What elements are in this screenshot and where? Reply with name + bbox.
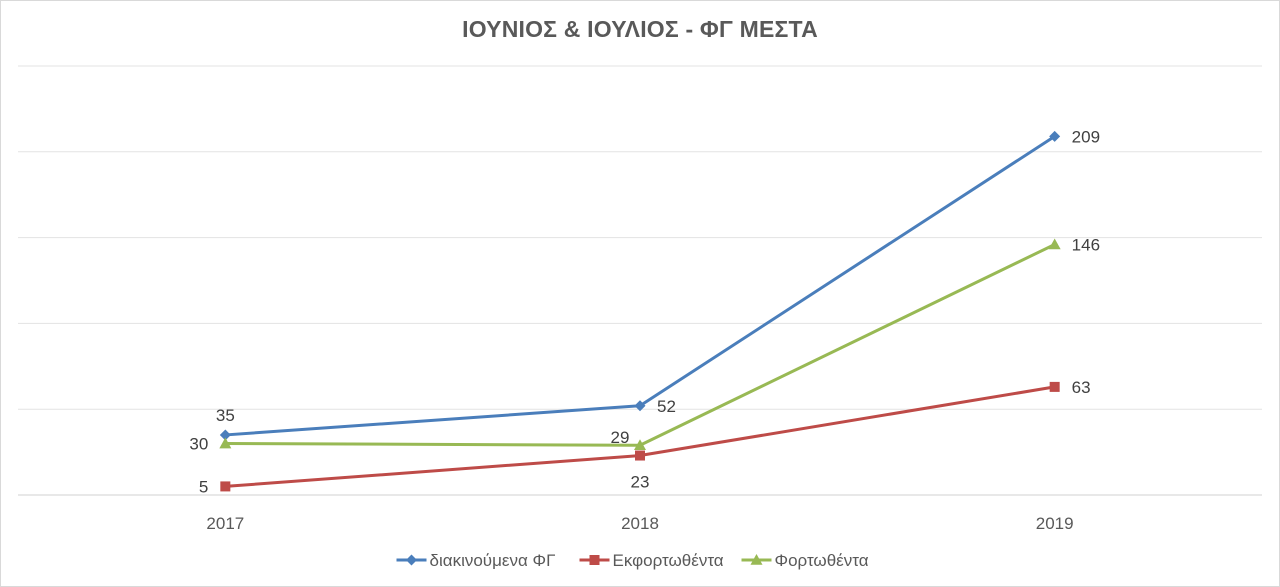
- legend-item[interactable]: διακινούμενα ΦΓ: [396, 551, 556, 570]
- data-label: 35: [216, 406, 235, 425]
- data-label: 146: [1072, 235, 1100, 254]
- diamond-marker: [1049, 130, 1061, 142]
- legend-label: Φορτωθέντα: [775, 551, 869, 570]
- data-label: 209: [1072, 127, 1100, 146]
- series-line: [225, 135, 1056, 437]
- legend-item[interactable]: Εκφορτωθέντα: [579, 551, 724, 570]
- legend-item[interactable]: Φορτωθέντα: [741, 551, 869, 570]
- triangle-marker: [1048, 238, 1061, 250]
- data-label: 63: [1072, 378, 1091, 397]
- series-1: [219, 130, 1061, 441]
- chart-title: ΙΟΥΝΙΟΣ & ΙΟΥΛΙΟΣ - ΦΓ ΜΕΣΤΑ: [462, 16, 818, 42]
- series-3: [219, 238, 1061, 451]
- x-tick-label: 2019: [1036, 514, 1074, 533]
- data-label: 30: [189, 435, 208, 454]
- series-line: [225, 243, 1056, 447]
- square-marker: [635, 450, 645, 461]
- triangle-marker: [219, 437, 232, 449]
- triangle-marker-legend: [750, 554, 763, 565]
- diamond-marker: [219, 429, 231, 441]
- square-marker: [1049, 381, 1060, 392]
- series-lines: [219, 130, 1061, 492]
- legend-label: διακινούμενα ΦΓ: [430, 551, 556, 570]
- data-label: 5: [199, 477, 208, 496]
- data-label: 23: [631, 473, 650, 492]
- square-marker: [220, 481, 231, 492]
- legend-label: Εκφορτωθέντα: [613, 551, 724, 570]
- diamond-marker: [634, 400, 646, 412]
- square-marker-legend: [589, 555, 600, 565]
- data-labels: 35 52 209 5 23 63 30 29 146: [189, 127, 1100, 496]
- legend[interactable]: διακινούμενα ΦΓ Εκφορτωθέντα Φορτωθέντα: [396, 551, 869, 570]
- x-tick-label: 2017: [206, 514, 244, 533]
- series-2: [220, 381, 1060, 492]
- x-axis-ticks: 2017 2018 2019: [206, 514, 1073, 533]
- diamond-marker-legend: [406, 554, 417, 566]
- x-tick-label: 2018: [621, 514, 659, 533]
- data-label: 52: [657, 397, 676, 416]
- triangle-marker: [634, 439, 646, 451]
- data-label: 29: [611, 428, 630, 447]
